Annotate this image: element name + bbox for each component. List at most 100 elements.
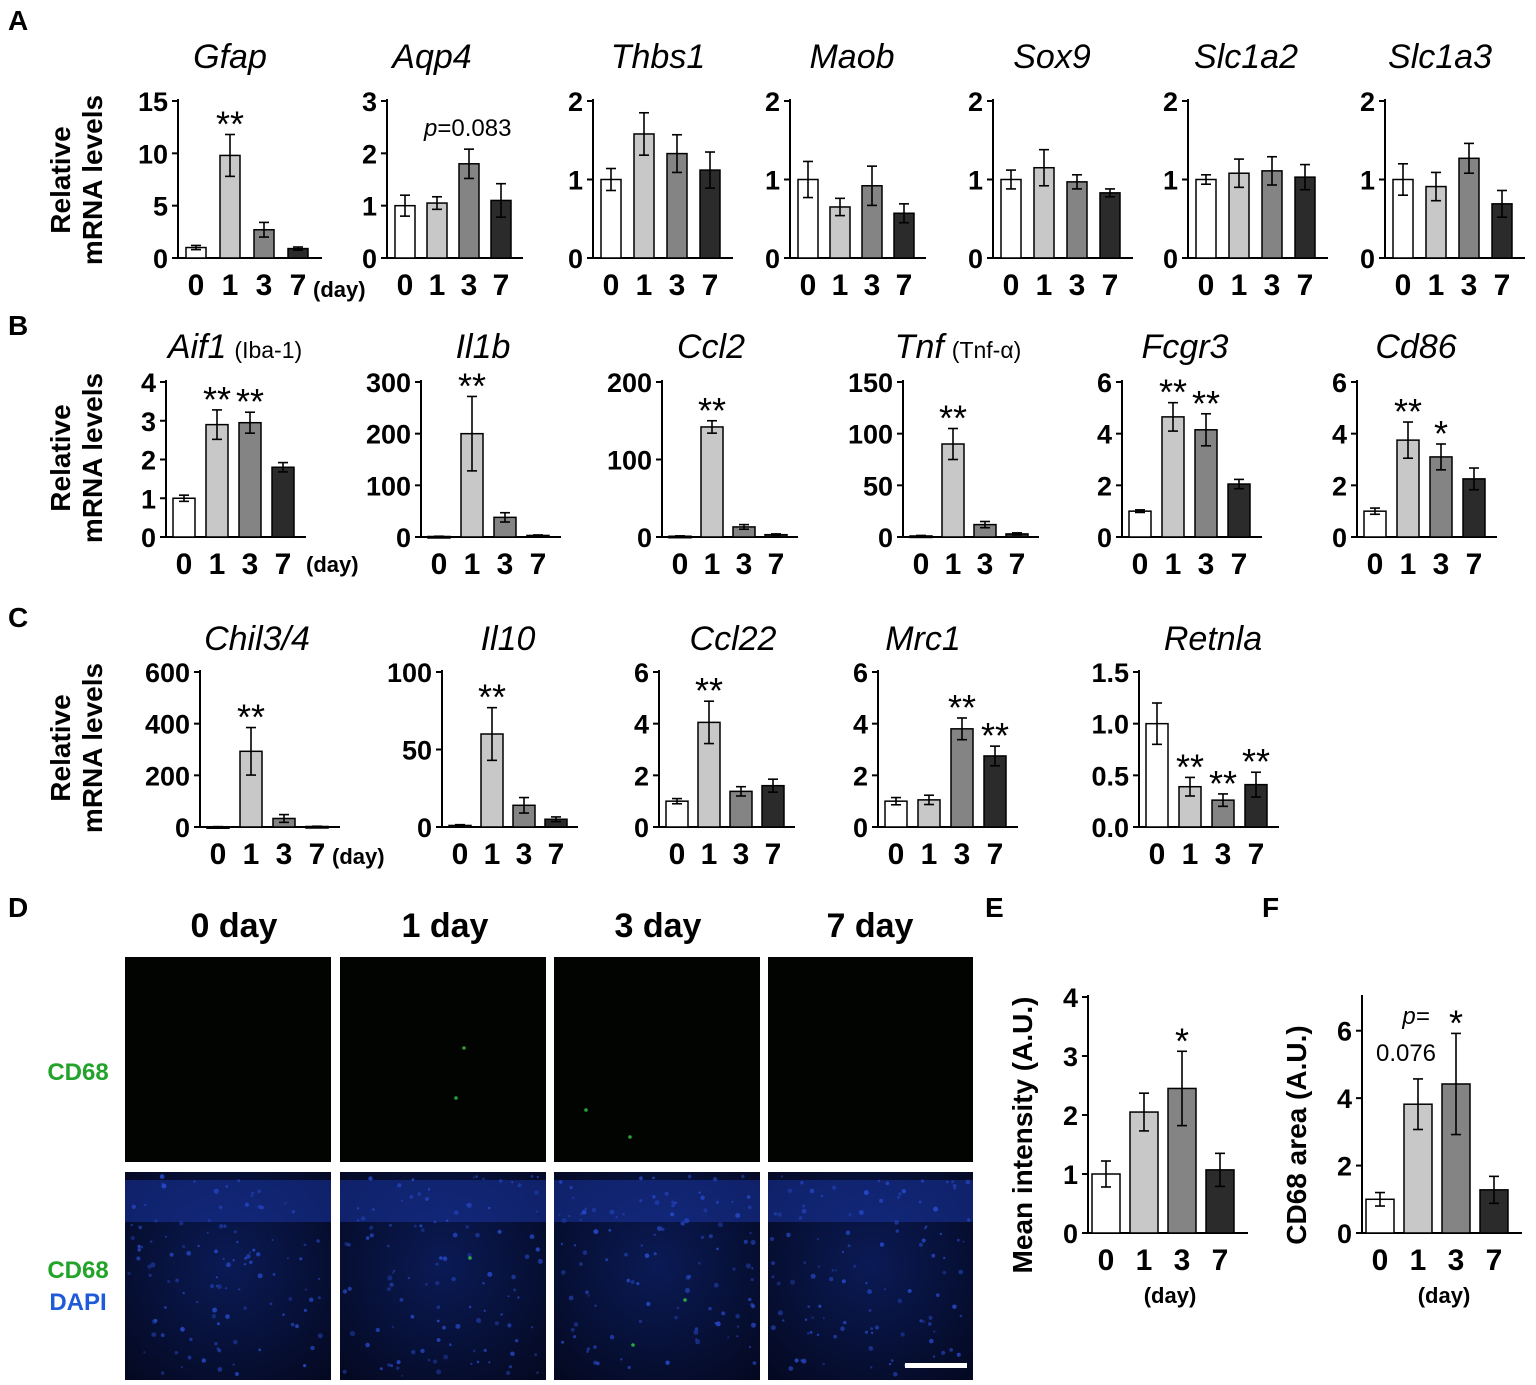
nucleus-dot bbox=[483, 1309, 486, 1312]
x-tick-label: 0 bbox=[188, 269, 205, 302]
x-tick-label: 3 bbox=[1264, 269, 1281, 302]
micrograph-cd68-3day bbox=[554, 957, 760, 1162]
chart-title: Aqp4 bbox=[390, 38, 471, 76]
nucleus-dot bbox=[167, 1280, 171, 1283]
nucleus-dot bbox=[885, 1181, 890, 1185]
nucleus-dot bbox=[569, 1186, 573, 1190]
nucleus-dot bbox=[534, 1190, 539, 1195]
nucleus-dot bbox=[225, 1185, 229, 1188]
nucleus-dot bbox=[401, 1374, 404, 1377]
nucleus-dot bbox=[816, 1237, 820, 1241]
micrograph-cd68-0day bbox=[125, 957, 331, 1162]
nucleus-dot bbox=[749, 1231, 752, 1235]
y-tick-label: 2 bbox=[765, 87, 780, 117]
chart-title: Il10 bbox=[481, 620, 536, 658]
nucleus-dot bbox=[958, 1269, 963, 1275]
nucleus-dot bbox=[841, 1250, 845, 1254]
chart-title: Tnf (Tnf-α) bbox=[895, 328, 1022, 366]
nucleus-dot bbox=[207, 1219, 211, 1223]
chart-xlabel: (day) bbox=[1418, 1283, 1471, 1308]
nucleus-dot bbox=[816, 1333, 820, 1337]
cd68-punctum bbox=[468, 1256, 472, 1260]
nucleus-dot bbox=[448, 1343, 452, 1347]
nucleus-dot bbox=[487, 1206, 491, 1210]
y-tick-label: 0 bbox=[141, 523, 156, 553]
nucleus-dot bbox=[931, 1253, 936, 1258]
nucleus-dot bbox=[626, 1278, 631, 1283]
significance-mark: ** bbox=[1159, 372, 1187, 413]
nucleus-dot bbox=[943, 1256, 946, 1260]
micrograph-cd68-7day bbox=[768, 957, 973, 1162]
bar bbox=[1066, 181, 1088, 259]
y-tick-label: 1 bbox=[1163, 166, 1178, 196]
x-tick-label: 1 bbox=[484, 838, 501, 871]
nucleus-dot bbox=[741, 1174, 745, 1179]
y-tick-label: 300 bbox=[366, 368, 411, 398]
y-tick-label: 4 bbox=[141, 368, 156, 398]
nucleus-dot bbox=[652, 1176, 655, 1180]
nucleus-dot bbox=[868, 1346, 874, 1351]
nucleus-dot bbox=[638, 1319, 643, 1324]
nucleus-dot bbox=[609, 1334, 615, 1340]
nucleus-dot bbox=[952, 1304, 957, 1309]
nucleus-dot bbox=[822, 1362, 825, 1366]
nucleus-dot bbox=[130, 1236, 135, 1240]
nucleus-dot bbox=[585, 1290, 589, 1295]
nucleus-dot bbox=[143, 1351, 146, 1354]
nucleus-dot bbox=[161, 1371, 165, 1375]
x-tick-label: 7 bbox=[702, 269, 719, 302]
nucleus-dot bbox=[801, 1208, 807, 1214]
p-value-symbol: p= bbox=[1401, 1003, 1429, 1030]
y-tick-label: 400 bbox=[145, 710, 190, 740]
nucleus-dot bbox=[452, 1232, 458, 1238]
nucleus-dot bbox=[918, 1200, 922, 1204]
significance-mark: ** bbox=[1242, 741, 1270, 782]
x-tick-label: 0 bbox=[431, 548, 448, 581]
nucleus-dot bbox=[216, 1284, 222, 1290]
nucleus-dot bbox=[586, 1347, 590, 1351]
y-tick-label: 1 bbox=[968, 166, 983, 196]
nucleus-dot bbox=[137, 1244, 141, 1248]
nucleus-dot bbox=[303, 1364, 307, 1368]
nucleus-dot bbox=[436, 1305, 441, 1309]
nucleus-dot bbox=[928, 1315, 933, 1320]
nucleus-dot bbox=[500, 1313, 503, 1316]
nucleus-dot bbox=[206, 1231, 209, 1234]
nucleus-dot bbox=[435, 1281, 440, 1286]
nucleus-dot bbox=[945, 1180, 949, 1184]
nucleus-dot bbox=[392, 1271, 395, 1274]
chart-ylabel: Mean intensity (A.U.) bbox=[1007, 997, 1038, 1274]
y-tick-label: 200 bbox=[366, 420, 411, 450]
x-tick-label: 3 bbox=[733, 838, 750, 871]
nucleus-dot bbox=[180, 1366, 183, 1369]
y-tick-label: 100 bbox=[366, 471, 411, 501]
nucleus-dot bbox=[794, 1358, 799, 1363]
y-tick-label: 100 bbox=[607, 446, 652, 476]
y-tick-label: 1 bbox=[765, 166, 780, 196]
y-tick-label: 3 bbox=[141, 407, 156, 437]
x-tick-label: 0 bbox=[1149, 838, 1166, 871]
x-tick-label: 1 bbox=[1231, 269, 1248, 302]
nucleus-dot bbox=[214, 1342, 218, 1346]
y-tick-label: 0.5 bbox=[1091, 761, 1129, 791]
nucleus-dot bbox=[286, 1257, 289, 1260]
nucleus-dot bbox=[714, 1322, 717, 1325]
nucleus-dot bbox=[169, 1252, 174, 1257]
x-tick-label: 1 bbox=[832, 269, 849, 302]
nucleus-dot bbox=[180, 1326, 185, 1332]
nucleus-dot bbox=[451, 1276, 456, 1282]
nucleus-dot bbox=[671, 1200, 675, 1204]
chart-title: Ccl2 bbox=[677, 328, 745, 366]
x-tick-label: 1 bbox=[701, 838, 718, 871]
nucleus-dot bbox=[771, 1275, 775, 1279]
nucleus-dot bbox=[439, 1256, 443, 1260]
nucleus-dot bbox=[140, 1245, 144, 1249]
nucleus-dot bbox=[608, 1228, 612, 1232]
nucleus-dot bbox=[584, 1207, 587, 1210]
